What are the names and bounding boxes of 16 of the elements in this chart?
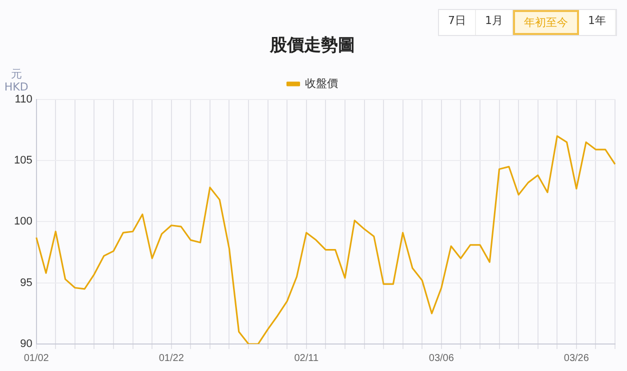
x-tick-label: 02/11 [294,352,319,364]
y-tick-label: 105 [14,154,32,167]
y-tick-label: 95 [20,276,32,289]
chart-title: 股價走勢圖 [269,36,355,56]
x-tick-label: 03/06 [428,352,454,364]
range-button: 7日 [439,10,476,35]
y-tick-label: 90 [20,338,32,350]
y-axis-title: 元 HKD [4,67,28,94]
y-tick-label: 100 [14,216,32,228]
x-tick-label: 01/02 [24,352,50,364]
x-tick-label: 03/26 [564,352,590,364]
y-tick-label: 110 [14,93,32,106]
legend-label: 收盤價 [304,76,338,90]
range-button: 1年 [579,10,616,35]
range-button: 年初至今 [513,10,579,35]
x-tick-label: 01/22 [158,352,184,364]
